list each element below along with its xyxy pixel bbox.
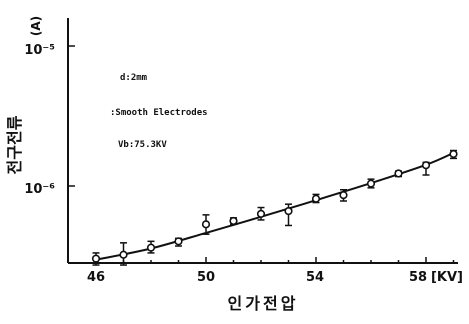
y-axis-unit: (A) (29, 16, 43, 36)
data-marker (175, 238, 182, 245)
x-axis-unit: [KV] (431, 270, 463, 285)
data-point (175, 238, 182, 246)
y-tick-label-mid: 10⁻⁶ (24, 182, 55, 197)
data-marker (313, 195, 320, 202)
data-point (148, 241, 155, 253)
data-point (313, 194, 320, 202)
data-marker (93, 255, 100, 262)
x-tick-label-46: 46 (87, 270, 105, 285)
data-point (368, 179, 375, 188)
data-marker (368, 180, 375, 187)
data-points-group (93, 151, 458, 266)
data-point (120, 243, 127, 265)
data-marker (450, 151, 457, 158)
fit-curve-group (96, 153, 454, 260)
data-marker (230, 218, 237, 225)
fit-curve (96, 153, 454, 260)
annotation-gap: d:2mm (120, 73, 148, 83)
data-point (450, 151, 457, 159)
data-point (395, 170, 402, 177)
y-axis-title: 전구전류 (5, 115, 24, 174)
data-point (230, 218, 237, 225)
x-axis-title: 인가전압 (228, 294, 299, 313)
data-marker (258, 211, 265, 218)
data-marker (148, 244, 155, 251)
x-tick-label-58: 58 (409, 270, 427, 285)
data-marker (395, 170, 402, 177)
y-tick-label-top: 10⁻⁵ (24, 43, 55, 58)
data-marker (120, 251, 127, 258)
x-tick-label-54: 54 (306, 270, 324, 285)
data-marker (203, 221, 210, 228)
x-tick-label-50: 50 (197, 270, 215, 285)
data-marker (340, 192, 347, 199)
annotation-breakdown: Vb:75.3KV (118, 140, 167, 150)
annotation-electrodes: :Smooth Electrodes (110, 108, 208, 118)
data-marker (285, 208, 292, 215)
data-point (423, 162, 430, 175)
data-marker (423, 162, 430, 169)
